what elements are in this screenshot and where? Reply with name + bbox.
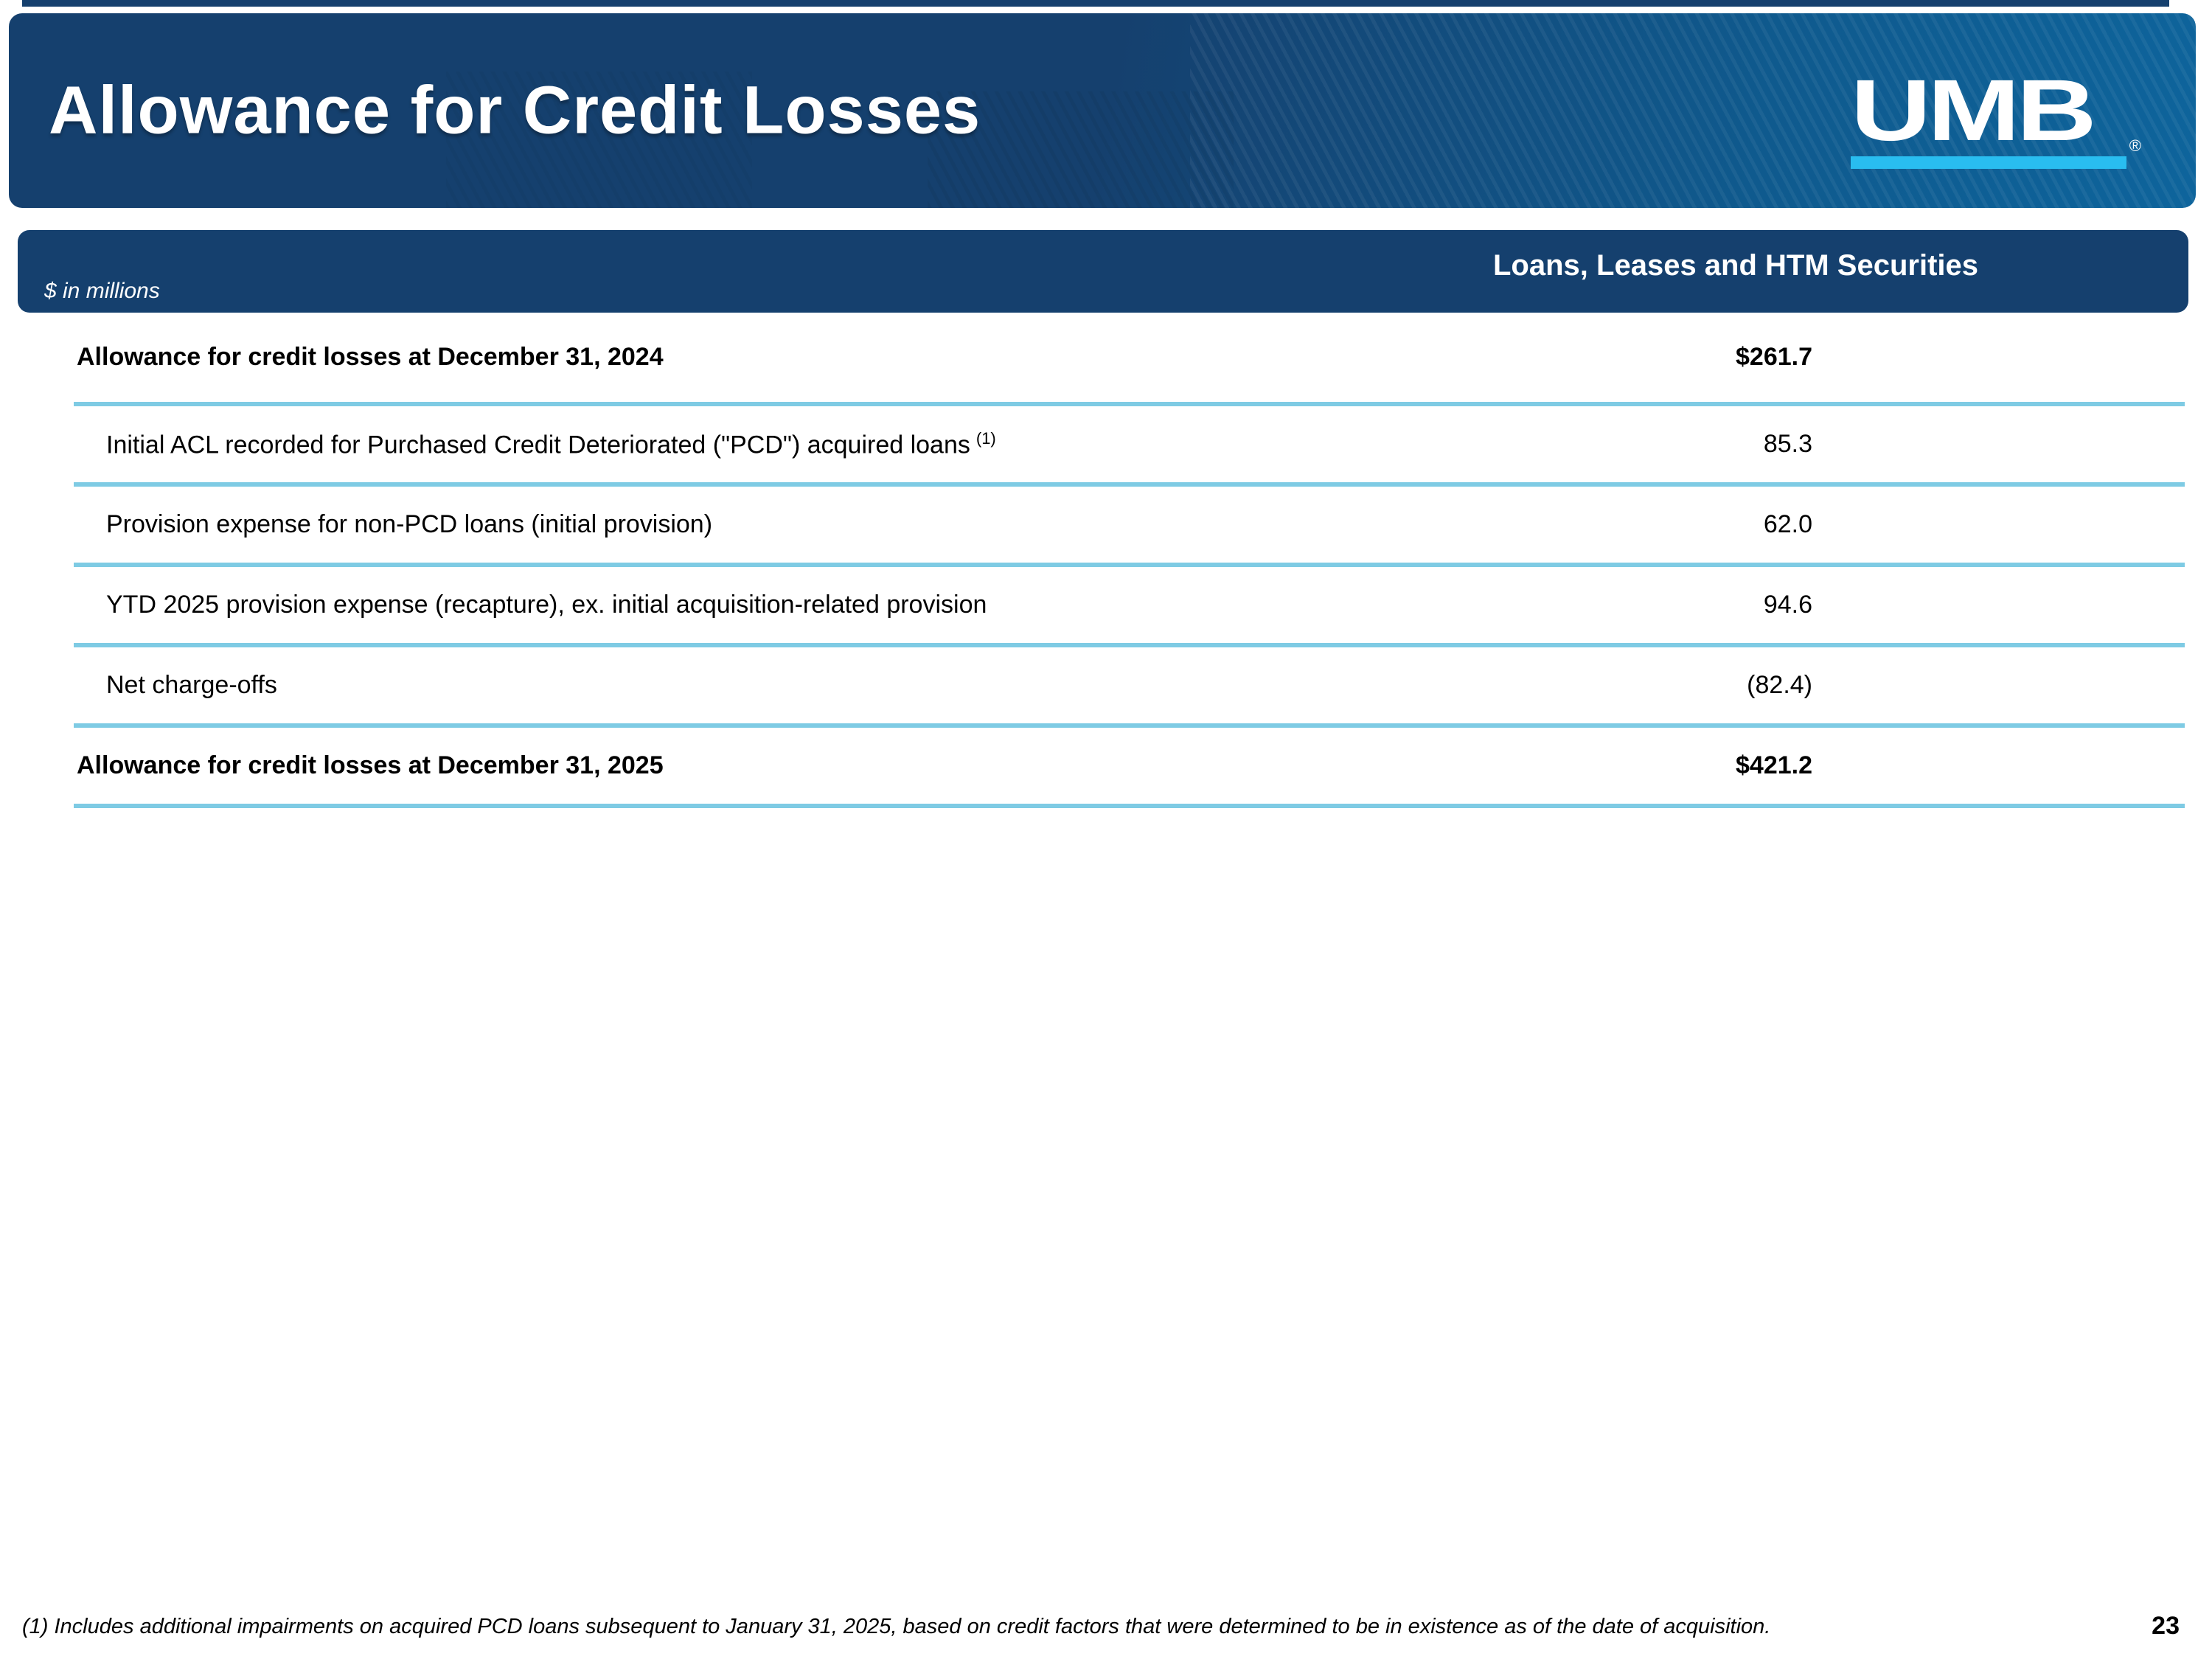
umb-logo-underline bbox=[1851, 156, 2126, 170]
table-header-bar: $ in millions Loans, Leases and HTM Secu… bbox=[18, 230, 2188, 313]
row-value: 85.3 bbox=[1763, 430, 1812, 458]
table-row: Provision expense for non-PCD loans (ini… bbox=[74, 487, 2185, 567]
table-row: Net charge-offs (82.4) bbox=[74, 647, 2185, 728]
row-value: (82.4) bbox=[1747, 671, 1812, 699]
table-row: Allowance for credit losses at December … bbox=[74, 313, 2185, 406]
row-value: 62.0 bbox=[1763, 510, 1812, 538]
umb-logo-text: UMB bbox=[1851, 62, 2097, 159]
top-edge-strip bbox=[22, 0, 2169, 7]
row-value: 94.6 bbox=[1763, 591, 1812, 619]
units-label: $ in millions bbox=[44, 279, 160, 303]
acl-rollforward-table: Allowance for credit losses at December … bbox=[74, 313, 2185, 808]
row-label: Allowance for credit losses at December … bbox=[77, 343, 664, 371]
banner-stripe-pattern-right bbox=[1189, 13, 2196, 208]
table-row: Initial ACL recorded for Purchased Credi… bbox=[74, 406, 2185, 487]
row-label: YTD 2025 provision expense (recapture), … bbox=[106, 591, 987, 619]
row-label: Allowance for credit losses at December … bbox=[77, 751, 664, 779]
row-label: Initial ACL recorded for Purchased Credi… bbox=[106, 428, 996, 459]
table-row: Allowance for credit losses at December … bbox=[74, 728, 2185, 808]
title-banner: Allowance for Credit Losses UMB ® bbox=[9, 13, 2196, 208]
footnote: (1) Includes additional impairments on a… bbox=[22, 1615, 1771, 1638]
row-label: Provision expense for non-PCD loans (ini… bbox=[106, 510, 713, 538]
banner-stripe-pattern-mid bbox=[927, 91, 1234, 208]
umb-logo: UMB ® bbox=[1851, 62, 2141, 170]
banner-stripe-pattern-left bbox=[446, 72, 753, 208]
row-value: $261.7 bbox=[1736, 343, 1812, 371]
footnote-reference: (1) bbox=[975, 428, 996, 448]
row-label: Net charge-offs bbox=[106, 671, 277, 699]
page-number: 23 bbox=[2152, 1612, 2180, 1640]
page-title: Allowance for Credit Losses bbox=[49, 72, 981, 148]
column-header: Loans, Leases and HTM Securities bbox=[1493, 249, 1978, 282]
table-row: YTD 2025 provision expense (recapture), … bbox=[74, 567, 2185, 647]
row-value: $421.2 bbox=[1736, 751, 1812, 779]
registered-trademark-icon: ® bbox=[2129, 136, 2141, 156]
